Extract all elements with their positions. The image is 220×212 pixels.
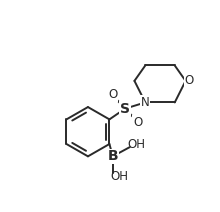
Text: OH: OH	[127, 138, 145, 151]
Text: OH: OH	[110, 170, 128, 183]
Text: S: S	[120, 102, 130, 116]
Text: O: O	[133, 116, 142, 129]
Text: O: O	[108, 88, 117, 101]
Text: O: O	[185, 74, 194, 87]
Text: N: N	[141, 96, 150, 109]
Text: B: B	[107, 149, 118, 163]
